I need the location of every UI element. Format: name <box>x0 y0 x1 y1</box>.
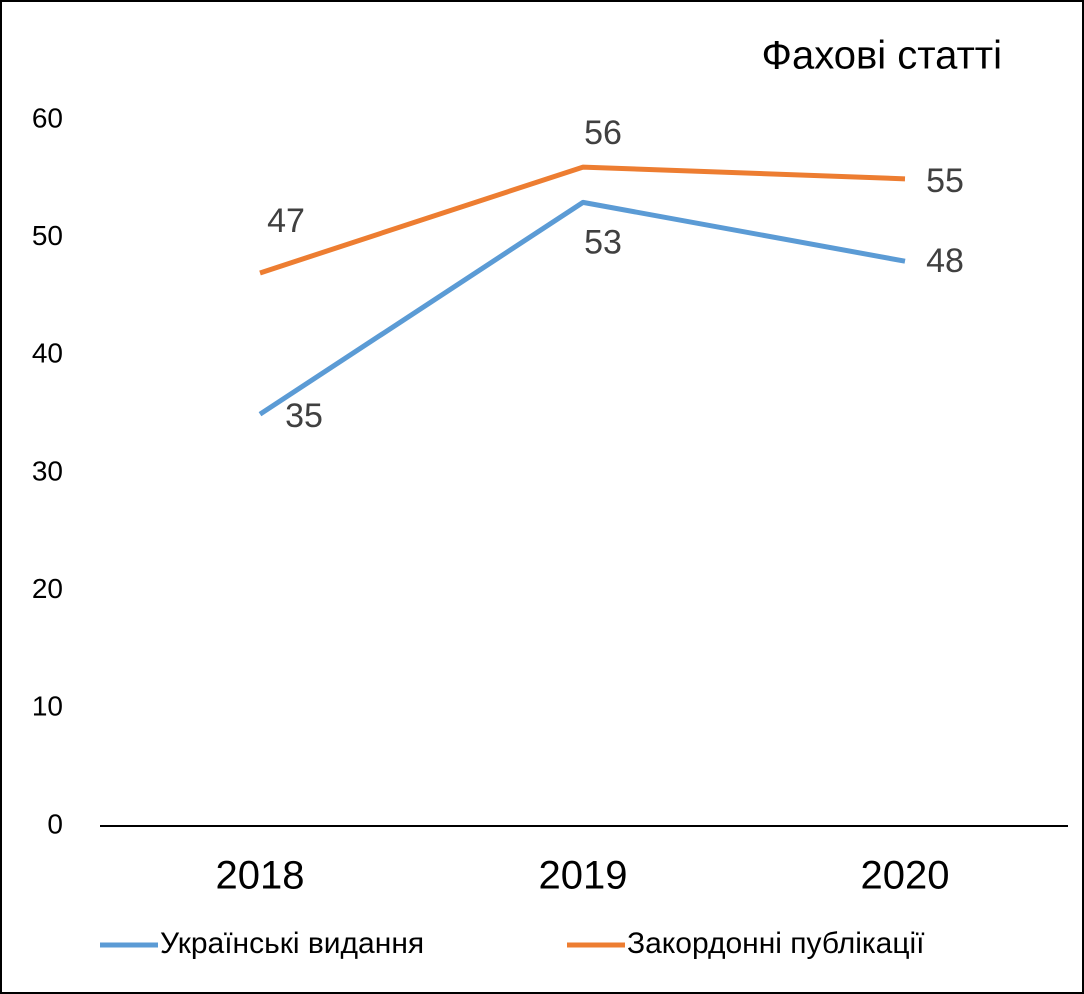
line <box>259 164 906 276</box>
data-label: 35 <box>285 397 323 435</box>
legend-label: Українські видання <box>160 927 424 960</box>
y-tick-label: 30 <box>32 455 63 486</box>
legend-label: Закордонні публікації <box>627 927 925 960</box>
x-tick-label: 2019 <box>539 854 628 898</box>
y-tick-label: 40 <box>32 338 63 369</box>
data-label: 47 <box>267 202 305 240</box>
data-label: 53 <box>584 223 622 261</box>
line <box>258 199 906 417</box>
y-tick-label: 60 <box>32 102 63 133</box>
data-label: 48 <box>926 242 964 280</box>
chart-title: Фахові статті <box>762 34 1002 78</box>
y-tick-label: 0 <box>47 808 63 839</box>
data-label: 55 <box>926 162 964 200</box>
x-tick-label: 2020 <box>861 854 950 898</box>
y-tick-label: 20 <box>32 573 63 604</box>
data-label: 56 <box>584 114 622 152</box>
y-tick-label: 50 <box>32 220 63 251</box>
x-tick-label: 2018 <box>216 854 305 898</box>
y-tick-label: 10 <box>32 691 63 722</box>
